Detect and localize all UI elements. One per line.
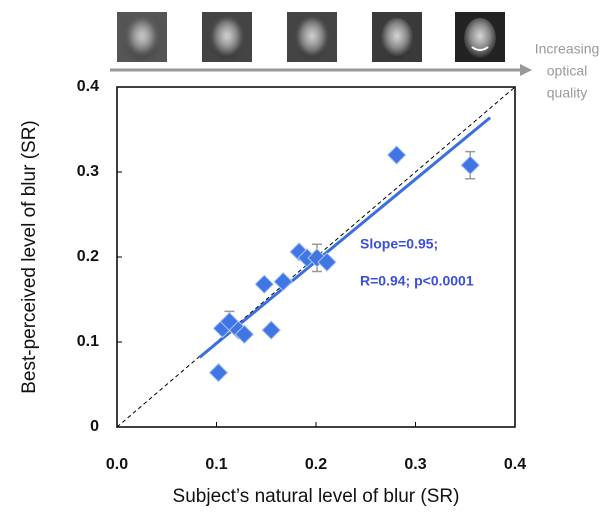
data-point — [460, 155, 480, 175]
face-image — [287, 12, 337, 62]
x-tick-label: 0.0 — [106, 456, 128, 473]
x-tick-label: 0.3 — [404, 456, 426, 473]
x-tick-label: 0.2 — [305, 456, 327, 473]
annotation: R=0.94; p<0.0001 — [360, 273, 474, 289]
face-image — [455, 12, 505, 62]
data-point — [261, 320, 281, 340]
y-tick-label: 0.3 — [77, 163, 99, 180]
y-tick-label: 0.2 — [77, 248, 99, 265]
face-image — [202, 12, 252, 62]
x-tick-label: 0.1 — [205, 456, 227, 473]
arrow-label: quality — [547, 85, 587, 101]
arrow-label: Increasing — [535, 41, 600, 57]
arrow-label: optical — [547, 63, 587, 79]
face-images — [117, 12, 505, 62]
data-point — [273, 271, 293, 292]
y-tick-label: 0.4 — [77, 78, 99, 95]
data-point — [386, 145, 407, 165]
y-tick-label: 0 — [90, 418, 99, 435]
data-point — [317, 252, 337, 272]
data-point — [254, 274, 274, 294]
face-image — [117, 12, 167, 62]
x-axis-title: Subject’s natural level of blur (SR) — [173, 486, 460, 507]
face-image — [372, 12, 422, 62]
arrow-head — [520, 64, 532, 76]
fit-line — [198, 116, 492, 359]
y-tick-label: 0.1 — [77, 333, 99, 350]
data-point — [234, 324, 255, 345]
data-point — [208, 362, 229, 383]
x-tick-label: 0.4 — [504, 456, 526, 473]
annotation: Slope=0.95; — [360, 236, 438, 252]
y-axis-title: Best-perceived level of blur (SR) — [19, 120, 40, 394]
